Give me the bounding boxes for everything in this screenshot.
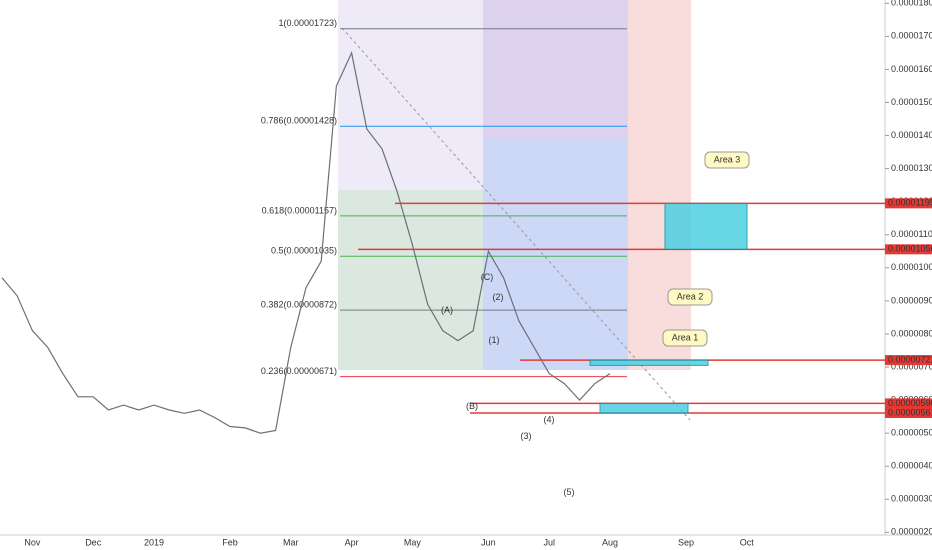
level-label: 0.00000721 <box>888 354 932 364</box>
x-tick-label: Feb <box>222 537 238 547</box>
level-tag <box>885 398 932 409</box>
y-tick-label: 0.00001800 <box>891 0 932 8</box>
x-tick-label: 2019 <box>144 537 164 547</box>
wave-label: (1) <box>489 335 500 345</box>
level-label: 0.00001195 <box>888 198 932 208</box>
wave-label: (4) <box>544 414 555 424</box>
x-tick-label: Sep <box>678 537 694 547</box>
area-box <box>664 202 748 250</box>
wave-label: (A) <box>441 305 453 315</box>
x-tick-label: Nov <box>24 537 41 547</box>
wave-label: (5) <box>564 487 575 497</box>
x-tick-label: Apr <box>345 537 359 547</box>
fib-label: 0.382(0.00000872) <box>261 300 337 310</box>
level-tag <box>885 355 932 366</box>
wave-label: (B) <box>466 401 478 411</box>
fib-label: 1(0.00001723) <box>278 18 337 28</box>
zone <box>338 190 483 370</box>
fib-label: 0.786(0.00001428) <box>261 116 337 126</box>
level-label: 0.00001056 <box>888 244 932 254</box>
fib-label: 0.5(0.00001035) <box>271 246 337 256</box>
level-tag <box>885 244 932 255</box>
level-tag <box>885 198 932 209</box>
wave-label: (C) <box>481 272 494 282</box>
level-tag <box>885 407 932 418</box>
x-tick-label: Jul <box>543 537 555 547</box>
area-label: Area 2 <box>677 291 704 301</box>
wave-label: (3) <box>521 431 532 441</box>
area-box <box>589 359 709 366</box>
x-tick-label: Oct <box>740 537 755 547</box>
price-line <box>1 50 611 434</box>
zone <box>483 140 628 370</box>
area-callout <box>667 288 713 306</box>
wave-label: (2) <box>493 292 504 302</box>
area-label: Area 1 <box>672 332 699 342</box>
area-callout <box>662 329 708 347</box>
area-box <box>599 402 689 414</box>
x-tick-label: May <box>404 537 422 547</box>
x-tick-label: Dec <box>85 537 102 547</box>
fib-label: 0.618(0.00001157) <box>262 205 337 215</box>
x-tick-label: Mar <box>283 537 299 547</box>
level-label: 0.00000590 <box>888 398 932 408</box>
zone <box>628 0 691 370</box>
x-tick-label: Jun <box>481 537 496 547</box>
level-label: 0.00000561 <box>888 407 932 417</box>
fib-label: 0.236(0.00000671) <box>261 366 337 376</box>
area-callout <box>704 151 750 169</box>
area-label: Area 3 <box>714 154 741 164</box>
x-tick-label: Aug <box>602 537 618 547</box>
